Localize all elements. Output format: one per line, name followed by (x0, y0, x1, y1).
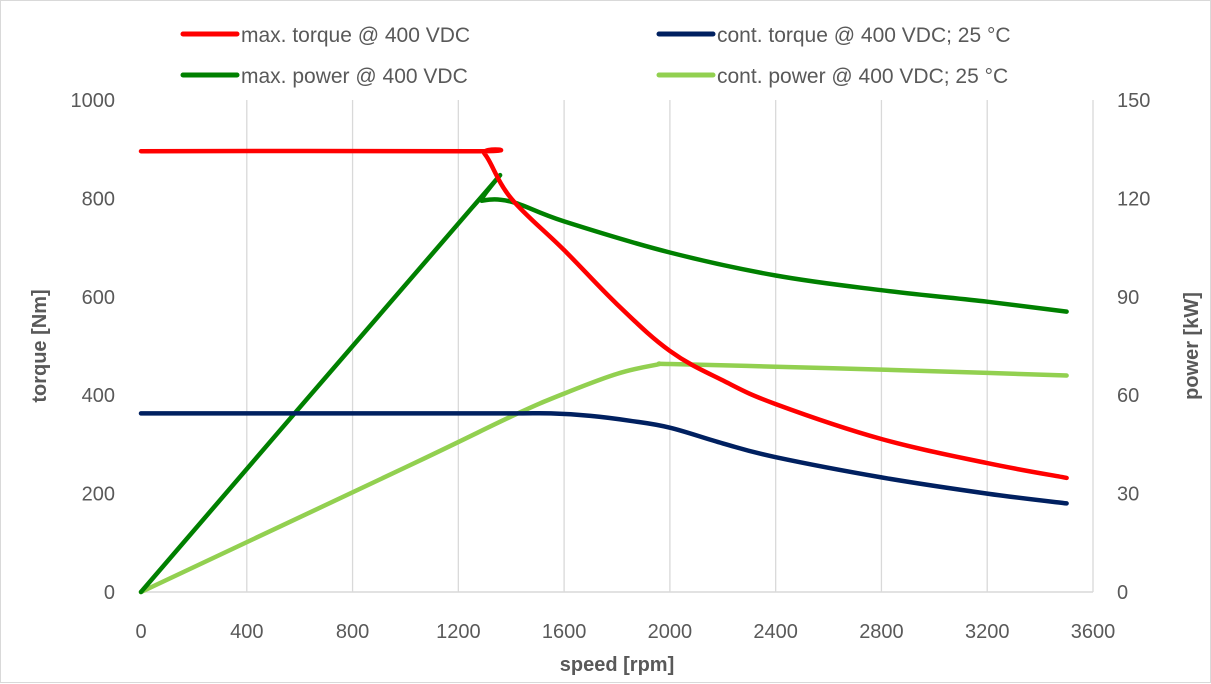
legend-item: cont. power @ 400 VDC; 25 °C (656, 65, 1008, 88)
y2-tick-label: 120 (1117, 188, 1150, 210)
x-tick-label: 0 (135, 621, 146, 643)
y2-tick-label: 0 (1117, 582, 1128, 604)
x-tick-label: 2800 (859, 621, 904, 643)
y-tick-label: 600 (82, 287, 115, 309)
y2-tick-label: 60 (1117, 385, 1139, 407)
y2-axis-title: power [kW] (1181, 292, 1203, 400)
series-line-3 (138, 361, 1069, 595)
legend: max. torque @ 400 VDC cont. torque @ 400 … (180, 24, 1011, 88)
series-line-1 (138, 410, 1069, 506)
x-tick-label: 3200 (965, 621, 1010, 643)
legend-item: max. torque @ 400 VDC (180, 24, 470, 47)
y2-tick-label: 30 (1117, 484, 1139, 506)
y-tick-label: 400 (82, 385, 115, 407)
y-tick-label: 800 (82, 188, 115, 210)
legend-label: max. power @ 400 VDC (241, 65, 468, 88)
x-tick-label: 1600 (542, 621, 587, 643)
y-tick-label: 0 (104, 582, 115, 604)
x-axis-title: speed [rpm] (560, 654, 674, 676)
x-tick-label: 2000 (648, 621, 693, 643)
x-tick-label: 800 (336, 621, 369, 643)
series-layer (138, 147, 1069, 595)
x-tick-label: 2400 (753, 621, 798, 643)
legend-item: cont. torque @ 400 VDC; 25 °C (656, 24, 1011, 47)
y2-tick-label: 90 (1117, 287, 1139, 309)
y2-tick-labels: 0 30 60 90 120 150 (1117, 90, 1150, 604)
legend-label: cont. torque @ 400 VDC; 25 °C (717, 24, 1011, 47)
x-tick-label: 400 (230, 621, 263, 643)
y-axis-title: torque [Nm] (29, 289, 51, 402)
legend-label: max. torque @ 400 VDC (241, 24, 470, 47)
x-tick-label: 1200 (436, 621, 481, 643)
series-line-0 (138, 147, 1069, 481)
y-tick-label: 200 (82, 484, 115, 506)
series-line-2 (138, 172, 1069, 595)
y2-tick-label: 150 (1117, 90, 1150, 112)
gridlines (246, 100, 1094, 592)
y-tick-labels: 0 200 400 600 800 1000 (71, 90, 116, 604)
y-tick-label: 1000 (71, 90, 116, 112)
legend-label: cont. power @ 400 VDC; 25 °C (717, 65, 1008, 88)
x-tick-labels: 0 400 800 1200 1600 2000 2400 2800 3200 3600 (135, 621, 1115, 643)
x-tick-label: 3600 (1071, 621, 1116, 643)
legend-item: max. power @ 400 VDC (180, 65, 468, 88)
